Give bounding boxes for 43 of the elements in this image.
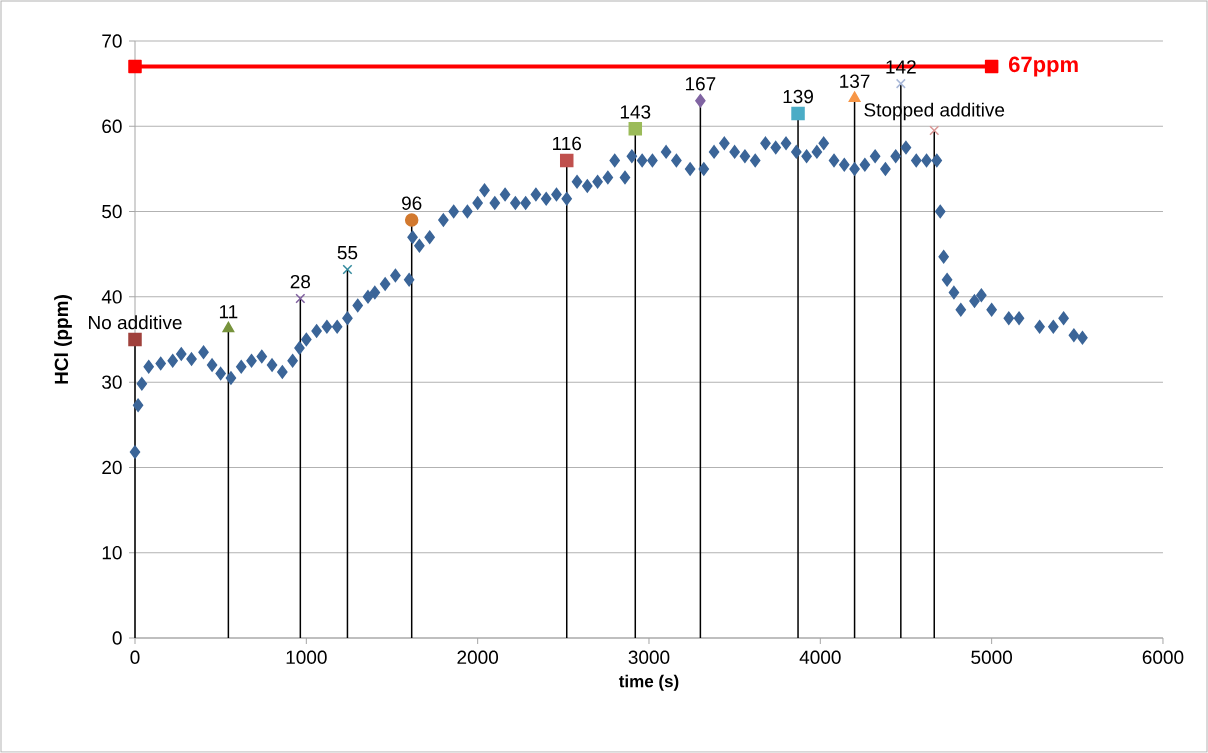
point <box>560 153 574 168</box>
x-axis-title: time (s) <box>618 674 679 691</box>
annotation: 167 <box>685 77 716 91</box>
y-tick-label: 30 <box>102 375 122 389</box>
x-tick-label: 4000 <box>799 650 841 664</box>
x-tick-label: 1000 <box>286 650 327 664</box>
series-label: 67ppm <box>1008 56 1078 77</box>
annotation: 137 <box>840 74 870 88</box>
point <box>628 122 643 136</box>
annotation: 143 <box>620 105 651 119</box>
point <box>404 213 419 227</box>
y-tick-label: 50 <box>102 204 122 219</box>
annotation: 96 <box>402 196 422 210</box>
x-tick-label: 6000 <box>1142 650 1184 664</box>
point <box>848 91 861 102</box>
annotation: 11 <box>219 305 238 319</box>
y-tick-label: 0 <box>112 631 122 645</box>
x-tick-label: 3000 <box>628 650 670 664</box>
point <box>929 125 940 136</box>
y-tick-label: 60 <box>102 119 122 134</box>
annotation: 116 <box>553 136 582 151</box>
annotation: 139 <box>783 89 813 104</box>
annotation: 142 <box>886 60 916 74</box>
annotation: 28 <box>290 274 311 289</box>
point <box>128 59 142 74</box>
y-axis-title: HCl (ppm) <box>54 295 72 384</box>
point <box>791 106 805 121</box>
y-tick-label: 10 <box>102 545 122 560</box>
x-tick-label: 2000 <box>457 650 499 664</box>
point <box>984 59 999 74</box>
x-tick-label: 5000 <box>971 650 1013 664</box>
y-tick-label: 20 <box>102 460 122 475</box>
point <box>342 264 353 275</box>
annotation: No additive <box>89 315 182 330</box>
annotation: 55 <box>337 246 358 260</box>
point <box>295 293 306 304</box>
point <box>128 332 142 347</box>
point <box>222 321 235 333</box>
x-tick-label: 0 <box>130 650 140 664</box>
point <box>895 78 906 89</box>
y-tick-label: 70 <box>102 34 122 48</box>
point <box>695 93 706 108</box>
y-tick-label: 40 <box>101 290 122 304</box>
